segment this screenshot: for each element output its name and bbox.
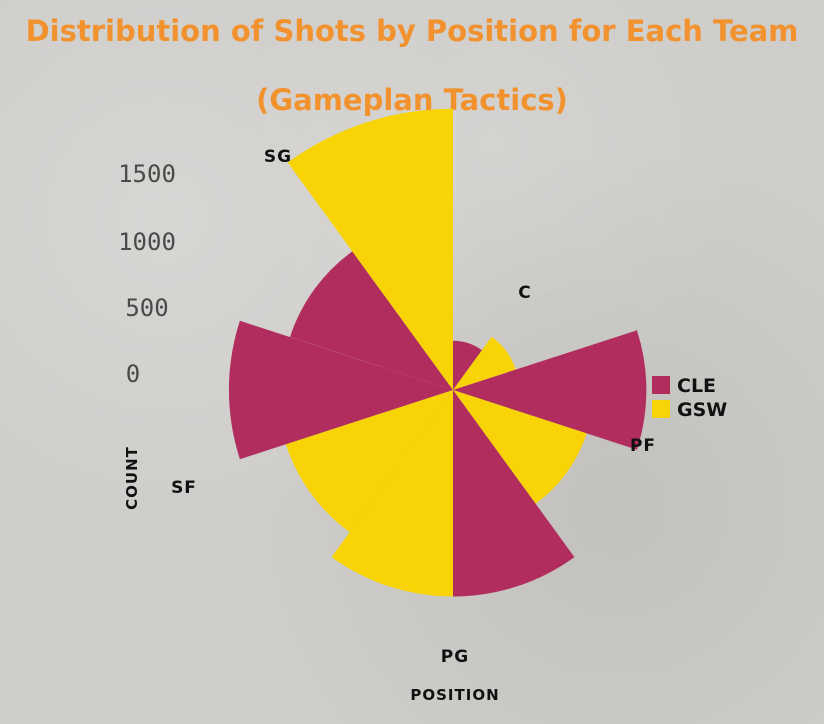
radial-tick-1500: 1500 bbox=[118, 160, 176, 188]
legend-label-gsw: GSW bbox=[677, 399, 727, 421]
x-axis-label: POSITION bbox=[410, 686, 499, 704]
bar-gsw-pg bbox=[331, 390, 453, 597]
y-axis-label: COUNT bbox=[123, 446, 141, 510]
category-label-pg: PG bbox=[441, 647, 469, 667]
bar-gsw-sg bbox=[287, 108, 453, 391]
chart-title: Distribution of Shots by Position for Ea… bbox=[25, 14, 799, 48]
bar-gsw-sf bbox=[285, 390, 453, 533]
chart-subtitle: (Gameplan Tactics) bbox=[256, 83, 568, 117]
bar-cle-sg bbox=[290, 251, 453, 390]
legend-swatch-cle bbox=[652, 376, 670, 394]
bar-gsw-pf bbox=[453, 390, 587, 504]
bar-cle-c bbox=[453, 340, 482, 390]
bars-layer bbox=[228, 108, 647, 597]
radial-tick-1000: 1000 bbox=[118, 228, 176, 256]
radial-tick-0: 0 bbox=[126, 360, 140, 388]
radial-ticks: 0 500 1000 1500 bbox=[118, 160, 176, 388]
category-label-c: C bbox=[518, 283, 531, 303]
radial-tick-500: 500 bbox=[125, 294, 168, 322]
bar-cle-pf bbox=[453, 330, 647, 450]
category-label-sg: SG bbox=[264, 147, 292, 167]
bar-cle-pg bbox=[453, 390, 575, 597]
category-label-sf: SF bbox=[171, 478, 197, 498]
legend-swatch-gsw bbox=[652, 400, 670, 418]
category-label-pf: PF bbox=[630, 436, 656, 456]
legend-label-cle: CLE bbox=[677, 375, 716, 397]
bar-gsw-c bbox=[453, 336, 516, 390]
category-labels: C PF PG SF SG bbox=[171, 147, 656, 667]
bar-cle-sf bbox=[228, 320, 453, 460]
